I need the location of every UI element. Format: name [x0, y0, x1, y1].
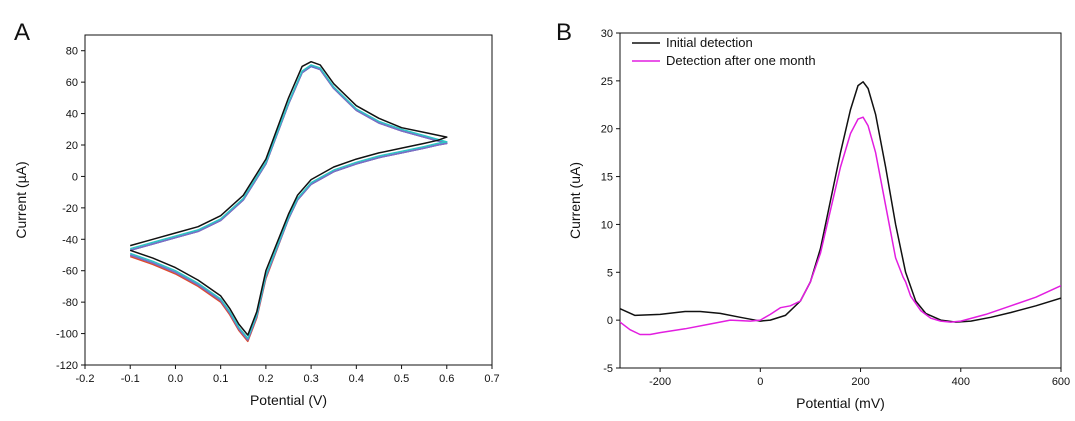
y-tick-label: 15	[601, 172, 613, 184]
x-axis-label: Potential (mV)	[796, 395, 885, 411]
y-tick-label: -20	[62, 203, 78, 215]
legend-entry: Initial detection	[666, 35, 753, 50]
x-tick-label: -0.1	[121, 373, 140, 385]
series-line-1	[129, 65, 448, 343]
x-axis-label: Potential (V)	[250, 392, 327, 408]
y-tick-label: -120	[56, 360, 78, 372]
x-tick-label: -200	[649, 376, 671, 388]
series-line-2	[129, 65, 448, 341]
y-tick-label: 20	[66, 140, 78, 152]
x-tick-label: 0.1	[213, 373, 228, 385]
panel-b-label: B	[556, 19, 572, 46]
plot-frame	[619, 32, 1062, 369]
legend-entry: Detection after one month	[666, 53, 816, 68]
y-tick-label: 0	[607, 315, 613, 327]
y-tick-label: 60	[66, 77, 78, 89]
x-tick-label: 400	[952, 376, 970, 388]
y-tick-label: -100	[56, 329, 78, 341]
chart-a: -0.2 -0.1 0.0 0.1 0.2 0.3 0.4 0.5 0.6 0.7 -120 -100…	[13, 34, 500, 408]
y-tick-label: 20	[601, 124, 613, 136]
series-line-2	[620, 116, 1061, 336]
y-tick-label: 80	[66, 46, 78, 58]
chart-b: -200 0 200 400 600 -5 0 5 10 15 20 25 30 Potential (m…	[567, 28, 1070, 411]
y-tick-label: 10	[601, 219, 613, 231]
series-line-1	[620, 81, 1061, 323]
y-tick-label: -60	[62, 266, 78, 278]
x-tick-label: 600	[1052, 376, 1070, 388]
series-line-4	[129, 64, 448, 340]
y-tick-label: -5	[603, 363, 613, 375]
y-tick-label: -80	[62, 297, 78, 309]
x-tick-label: 0.2	[258, 373, 273, 385]
x-tick-label: 200	[851, 376, 869, 388]
x-tick-label: 0	[757, 376, 763, 388]
x-tick-label: 0.3	[303, 373, 318, 385]
x-tick-label: 0.4	[349, 373, 364, 385]
x-tick-label: 0.7	[484, 373, 499, 385]
y-tick-label: 25	[601, 76, 613, 88]
y-axis-label: Current (uA)	[567, 162, 583, 239]
series-line-5	[129, 60, 448, 336]
x-tick-label: 0.5	[394, 373, 409, 385]
panel-a-label: A	[14, 19, 30, 46]
x-tick-label: 0.0	[168, 373, 183, 385]
series-line-3	[129, 64, 448, 341]
y-axis-label: Current (µA)	[13, 161, 29, 238]
y-tick-label: -40	[62, 234, 78, 246]
x-tick-label: -0.2	[76, 373, 95, 385]
y-tick-label: 30	[601, 28, 613, 40]
plot-frame	[84, 34, 493, 366]
y-tick-label: 5	[607, 267, 613, 279]
y-tick-label: 40	[66, 109, 78, 121]
y-tick-label: 0	[72, 171, 78, 183]
x-tick-label: 0.6	[439, 373, 454, 385]
